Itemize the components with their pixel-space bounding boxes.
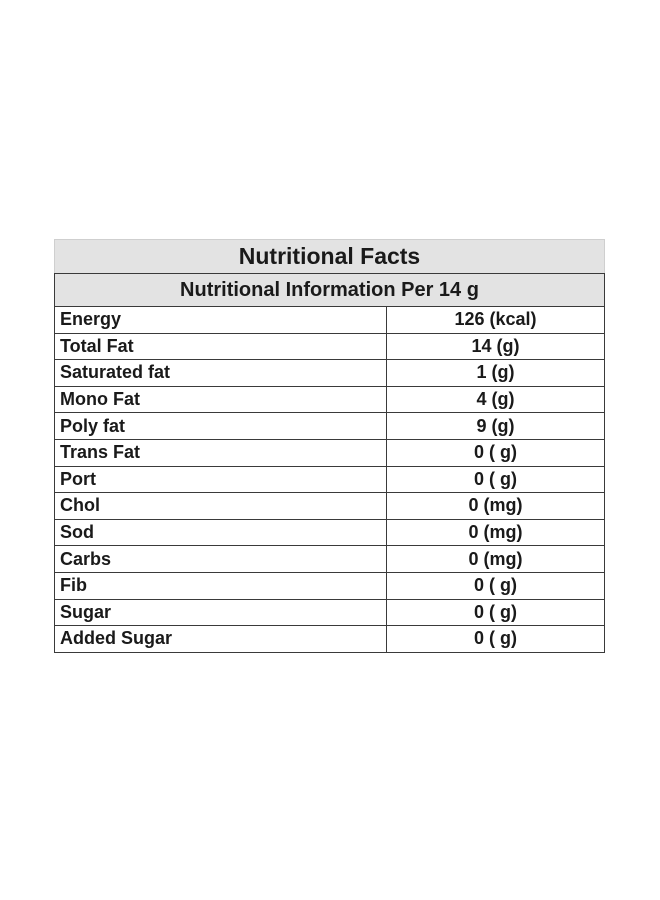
nutrient-value: 0 ( g) xyxy=(386,465,605,494)
nutrient-value: 4 (g) xyxy=(386,385,605,414)
table-row: Trans Fat 0 ( g) xyxy=(54,438,605,467)
nutrient-label: Total Fat xyxy=(54,332,387,361)
nutrient-label: Energy xyxy=(54,306,387,334)
nutrient-label: Sod xyxy=(54,518,387,547)
nutrient-label: Trans Fat xyxy=(54,438,387,467)
table-title: Nutritional Facts xyxy=(54,239,605,274)
table-row: Total Fat 14 (g) xyxy=(54,332,605,361)
nutrient-label: Saturated fat xyxy=(54,359,387,387)
nutrient-label: Carbs xyxy=(54,545,387,573)
table-row: Port 0 ( g) xyxy=(54,465,605,494)
nutrient-value: 9 (g) xyxy=(386,412,605,440)
nutrient-label: Added Sugar xyxy=(54,625,387,653)
nutrient-label: Chol xyxy=(54,492,387,520)
nutrient-value: 0 (mg) xyxy=(386,492,605,520)
table-row: Added Sugar 0 ( g) xyxy=(54,625,605,653)
table-subtitle: Nutritional Information Per 14 g xyxy=(54,273,605,307)
nutrient-value: 14 (g) xyxy=(386,332,605,361)
nutrient-value: 1 (g) xyxy=(386,359,605,387)
nutrient-value: 0 ( g) xyxy=(386,438,605,467)
table-row: Energy 126 (kcal) xyxy=(54,306,605,334)
nutrition-facts-table: Nutritional Facts Nutritional Informatio… xyxy=(54,239,605,653)
nutrient-value: 0 ( g) xyxy=(386,625,605,653)
nutrient-label: Fib xyxy=(54,571,387,600)
table-row: Mono Fat 4 (g) xyxy=(54,385,605,414)
table-row: Saturated fat 1 (g) xyxy=(54,359,605,387)
table-row: Carbs 0 (mg) xyxy=(54,545,605,573)
table-row: Chol 0 (mg) xyxy=(54,492,605,520)
nutrient-value: 0 ( g) xyxy=(386,598,605,627)
nutrient-label: Mono Fat xyxy=(54,385,387,414)
nutrient-label: Sugar xyxy=(54,598,387,627)
table-row: Sod 0 (mg) xyxy=(54,518,605,547)
nutrient-label: Port xyxy=(54,465,387,494)
table-row: Sugar 0 ( g) xyxy=(54,598,605,627)
nutrient-value: 0 (mg) xyxy=(386,518,605,547)
table-title-row: Nutritional Facts xyxy=(54,239,605,274)
table-row: Fib 0 ( g) xyxy=(54,571,605,600)
nutrient-value: 0 ( g) xyxy=(386,571,605,600)
nutrient-value: 126 (kcal) xyxy=(386,306,605,334)
table-subtitle-row: Nutritional Information Per 14 g xyxy=(54,273,605,307)
table-row: Poly fat 9 (g) xyxy=(54,412,605,440)
nutrient-value: 0 (mg) xyxy=(386,545,605,573)
nutrient-label: Poly fat xyxy=(54,412,387,440)
